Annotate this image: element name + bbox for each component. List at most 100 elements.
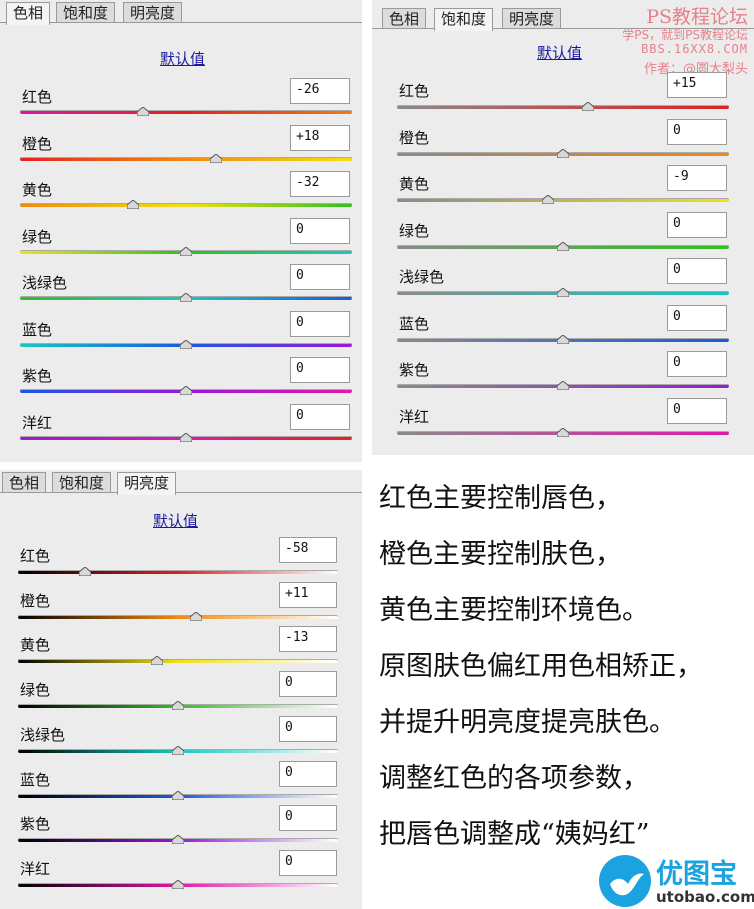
value-input-blue[interactable]: 0: [667, 304, 727, 331]
logo-name: 优图宝: [656, 859, 737, 890]
slider-thumb-blue[interactable]: [172, 790, 184, 800]
slider-label-red: 红色: [20, 547, 51, 565]
slider-thumb-red[interactable]: [136, 107, 149, 116]
value-input-magenta[interactable]: 0: [667, 397, 727, 424]
slider-track-orange[interactable]: [20, 156, 352, 161]
value-input-red[interactable]: -26: [290, 78, 350, 104]
watermark-line2: BBS.16XX8.COM: [641, 42, 748, 56]
value-input-yellow[interactable]: -9: [667, 165, 727, 191]
tab-hue[interactable]: 色相: [6, 2, 51, 25]
tab-lightness[interactable]: 明亮度: [117, 472, 177, 495]
slider-thumb-green[interactable]: [557, 241, 569, 251]
value-input-magenta[interactable]: 0: [290, 403, 350, 430]
slider-thumb-blue[interactable]: [557, 334, 569, 344]
value-input-red[interactable]: -58: [279, 537, 337, 563]
slider-thumb-cyan[interactable]: [172, 745, 184, 755]
slider-thumb-yellow[interactable]: [542, 195, 555, 204]
slider-track-red[interactable]: [397, 105, 729, 109]
slider-label-yellow: 黄色: [22, 181, 53, 199]
slider-thumb-yellow[interactable]: [151, 656, 164, 666]
tab-hue[interactable]: 色相: [382, 8, 427, 28]
tab-lightness[interactable]: 明亮度: [123, 2, 183, 22]
slider-thumb-purple[interactable]: [172, 835, 184, 845]
tab-hue[interactable]: 色相: [2, 472, 47, 492]
slider-label-orange: 橙色: [399, 128, 430, 147]
slider-thumb-purple[interactable]: [557, 381, 569, 390]
value-input-green[interactable]: 0: [290, 217, 350, 244]
slider-thumb-orange[interactable]: [189, 611, 202, 621]
slider-thumb-blue[interactable]: [180, 339, 192, 349]
default-link[interactable]: 默认值: [537, 44, 583, 62]
value-input-cyan[interactable]: 0: [667, 258, 727, 284]
slider-thumb-orange[interactable]: [557, 148, 569, 158]
slider-track-yellow[interactable]: [18, 659, 338, 664]
slider-label-red: 红色: [399, 82, 430, 100]
value-input-cyan[interactable]: 0: [290, 264, 350, 290]
panel-tabs: 色相 饱和度 明亮度: [372, 0, 754, 31]
slider-label-purple: 紫色: [399, 361, 430, 379]
slider-thumb-yellow[interactable]: [126, 200, 139, 209]
slider-track-orange[interactable]: [18, 614, 338, 619]
slider-label-magenta: 洋红: [22, 413, 53, 432]
tab-saturation[interactable]: 饱和度: [52, 472, 112, 492]
text-line: 把唇色调整成“姨妈红”: [379, 819, 650, 850]
slider-label-cyan: 浅绿色: [22, 274, 68, 292]
slider-label-yellow: 黄色: [399, 175, 430, 193]
value-input-green[interactable]: 0: [279, 671, 337, 698]
slider-label-purple: 紫色: [22, 367, 53, 385]
value-input-orange[interactable]: 0: [667, 118, 727, 145]
value-input-purple[interactable]: 0: [667, 351, 727, 377]
slider-track-red[interactable]: [20, 110, 352, 114]
slider-thumb-magenta[interactable]: [172, 879, 184, 889]
tab-saturation[interactable]: 饱和度: [56, 2, 116, 22]
value-input-green[interactable]: 0: [667, 211, 727, 238]
slider-thumb-magenta[interactable]: [557, 427, 569, 437]
value-input-blue[interactable]: 0: [290, 310, 350, 337]
slider-thumb-cyan[interactable]: [557, 288, 569, 297]
slider-thumb-green[interactable]: [172, 701, 184, 711]
slider-track-red[interactable]: [18, 570, 338, 574]
default-link[interactable]: 默认值: [153, 512, 199, 530]
slider-track-yellow[interactable]: [397, 198, 729, 202]
value-input-purple[interactable]: 0: [279, 805, 337, 832]
value-input-yellow[interactable]: -13: [279, 626, 337, 653]
slider-thumb-magenta[interactable]: [180, 432, 192, 442]
slider-thumb-cyan[interactable]: [180, 293, 192, 302]
slider-label-blue: 蓝色: [399, 314, 430, 333]
tab-saturation[interactable]: 饱和度: [434, 8, 494, 31]
slider-thumb-purple[interactable]: [180, 386, 192, 395]
panel-tabs: 色相 饱和度 明亮度: [0, 470, 362, 495]
bird-icon: [599, 855, 651, 907]
slider-label-green: 绿色: [399, 221, 430, 240]
value-input-purple[interactable]: 0: [290, 357, 350, 383]
value-input-blue[interactable]: 0: [279, 760, 337, 787]
slider-label-blue: 蓝色: [20, 770, 51, 789]
tab-lightness[interactable]: 明亮度: [502, 8, 562, 28]
value-input-red[interactable]: +15: [667, 72, 727, 98]
text-line: 黄色主要控制环境色。: [379, 595, 649, 626]
slider-thumb-red[interactable]: [581, 102, 594, 111]
value-input-magenta[interactable]: 0: [279, 849, 337, 876]
lightness-panel: 色相 饱和度 明亮度 默认值 红色 -58 橙色 +11 黄色 -13 绿色 0 浅绿色 0 蓝色 0…: [0, 470, 362, 909]
text-line: 调整红色的各项参数，: [379, 763, 649, 794]
slider-thumb-orange[interactable]: [209, 153, 222, 163]
slider-label-cyan: 浅绿色: [20, 725, 66, 744]
default-link[interactable]: 默认值: [160, 50, 206, 68]
value-input-orange[interactable]: +11: [279, 581, 337, 608]
value-input-orange[interactable]: +18: [290, 124, 350, 151]
saturation-panel: 色相 饱和度 明亮度 默认值 PS教程论坛 学PS，就到PS教程论坛 BBS.1…: [372, 0, 754, 455]
slider-label-orange: 橙色: [20, 591, 51, 610]
watermark-title: PS教程论坛: [646, 6, 748, 28]
logo-url: utobao.com: [656, 888, 754, 906]
slider-thumb-red[interactable]: [79, 567, 92, 576]
text-line: 原图肤色偏红用色相矫正，: [379, 651, 703, 682]
slider-track-yellow[interactable]: [20, 203, 352, 207]
slider-label-magenta: 洋红: [20, 859, 51, 878]
text-line: 红色主要控制唇色，: [379, 483, 622, 514]
value-input-yellow[interactable]: -32: [290, 171, 350, 197]
slider-thumb-green[interactable]: [180, 246, 192, 256]
slider-label-yellow: 黄色: [20, 636, 51, 655]
slider-label-cyan: 浅绿色: [399, 268, 445, 286]
value-input-cyan[interactable]: 0: [279, 715, 337, 742]
slider-label-orange: 橙色: [22, 134, 53, 153]
